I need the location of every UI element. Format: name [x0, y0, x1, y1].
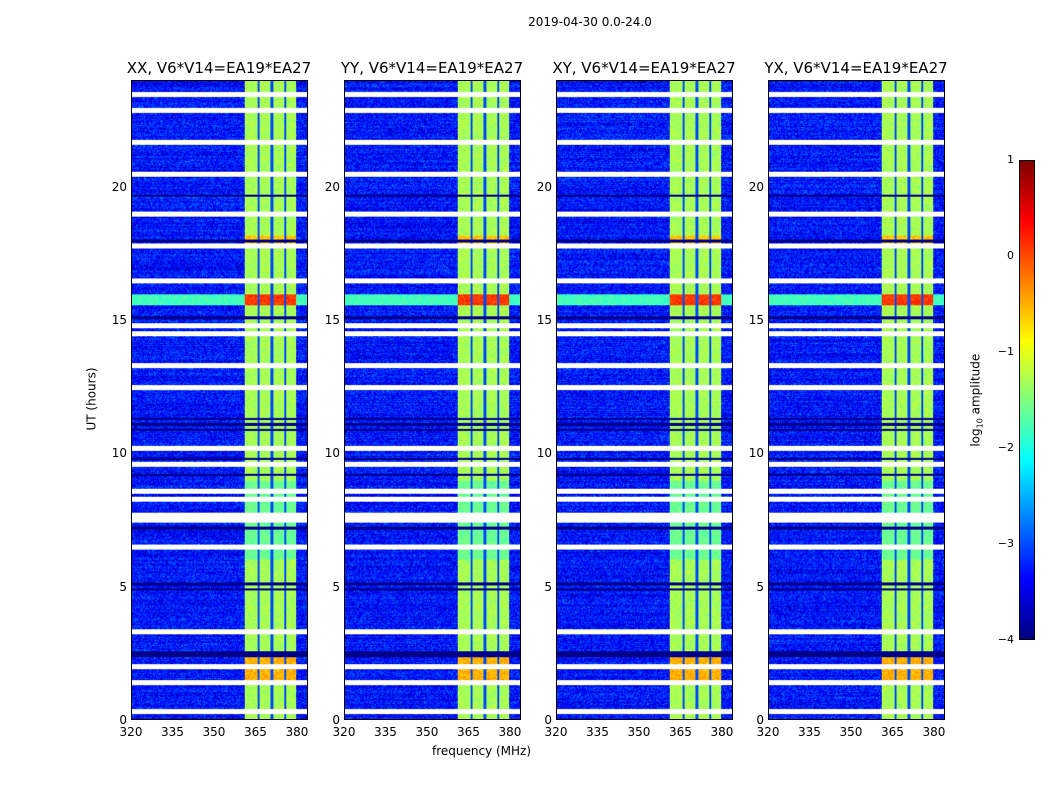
y-tick-label: 10 — [536, 446, 552, 461]
panel-title: XX, V6*V14=EA19*EA27 — [126, 59, 312, 77]
colorbar-tick-label: −3 — [997, 537, 1014, 550]
x-tick-label: 320 — [119, 725, 143, 739]
x-tick-label: 350 — [415, 725, 439, 739]
y-tick-label: 20 — [324, 179, 340, 194]
x-tick-label: 320 — [756, 725, 780, 739]
y-tick-label: 15 — [324, 313, 340, 327]
y-tick-label: 5 — [332, 579, 340, 594]
x-tick-label: 350 — [202, 725, 226, 739]
y-tick-label: 20 — [111, 179, 127, 194]
y-tick-label: 10 — [324, 446, 340, 461]
y-tick-label: 15 — [536, 313, 552, 327]
colorbar-tick-label: −2 — [997, 441, 1014, 454]
y-tick-label: 20 — [748, 179, 764, 194]
waterfall-heatmap — [131, 80, 308, 720]
colorbar — [1019, 160, 1035, 640]
x-tick-label: 335 — [586, 725, 609, 739]
colorbar-tick-label: 1 — [1007, 153, 1014, 166]
x-tick-label: 350 — [627, 725, 651, 739]
waterfall-heatmap — [768, 80, 945, 720]
y-axis-label: UT (hours) — [84, 367, 99, 431]
x-tick-label: 365 — [457, 725, 480, 739]
panel-title: YY, V6*V14=EA19*EA27 — [340, 59, 524, 77]
x-tick-label: 320 — [544, 725, 568, 739]
y-tick-label: 15 — [748, 313, 764, 327]
x-tick-label: 365 — [669, 725, 692, 739]
y-tick-label: 5 — [544, 579, 552, 594]
x-axis-label: frequency (MHz) — [432, 744, 532, 758]
panel-title: XY, V6*V14=EA19*EA27 — [552, 59, 736, 77]
colorbar-label: log10 amplitude — [968, 353, 985, 447]
colorbar-tick-label: 0 — [1007, 249, 1014, 262]
x-tick-label: 350 — [839, 725, 863, 739]
colorbar-tick-label: −1 — [997, 345, 1014, 358]
figure-title: 2019-04-30 0.0-24.0 — [528, 15, 652, 29]
x-tick-label: 335 — [374, 725, 397, 739]
waterfall-heatmap — [556, 80, 733, 720]
y-tick-label: 5 — [756, 579, 764, 594]
x-tick-label: 320 — [332, 725, 356, 739]
x-tick-label: 365 — [244, 725, 267, 739]
x-tick-label: 380 — [498, 725, 522, 739]
x-tick-label: 380 — [922, 725, 946, 739]
y-tick-label: 0 — [119, 713, 127, 727]
x-tick-label: 380 — [710, 725, 734, 739]
x-tick-label: 380 — [285, 725, 309, 739]
y-tick-label: 0 — [332, 713, 340, 727]
y-tick-label: 10 — [748, 446, 764, 461]
panel-title: YX, V6*V14=EA19*EA27 — [764, 59, 948, 77]
colorbar-tick-label: −4 — [997, 633, 1014, 646]
x-tick-label: 335 — [798, 725, 821, 739]
y-tick-label: 5 — [119, 579, 127, 594]
y-tick-label: 0 — [756, 713, 764, 727]
y-tick-label: 0 — [544, 713, 552, 727]
x-tick-label: 365 — [881, 725, 904, 739]
y-tick-label: 20 — [536, 179, 552, 194]
waterfall-heatmap — [344, 80, 521, 720]
y-tick-label: 10 — [111, 446, 127, 461]
y-tick-label: 15 — [111, 313, 127, 327]
x-tick-label: 335 — [161, 725, 184, 739]
